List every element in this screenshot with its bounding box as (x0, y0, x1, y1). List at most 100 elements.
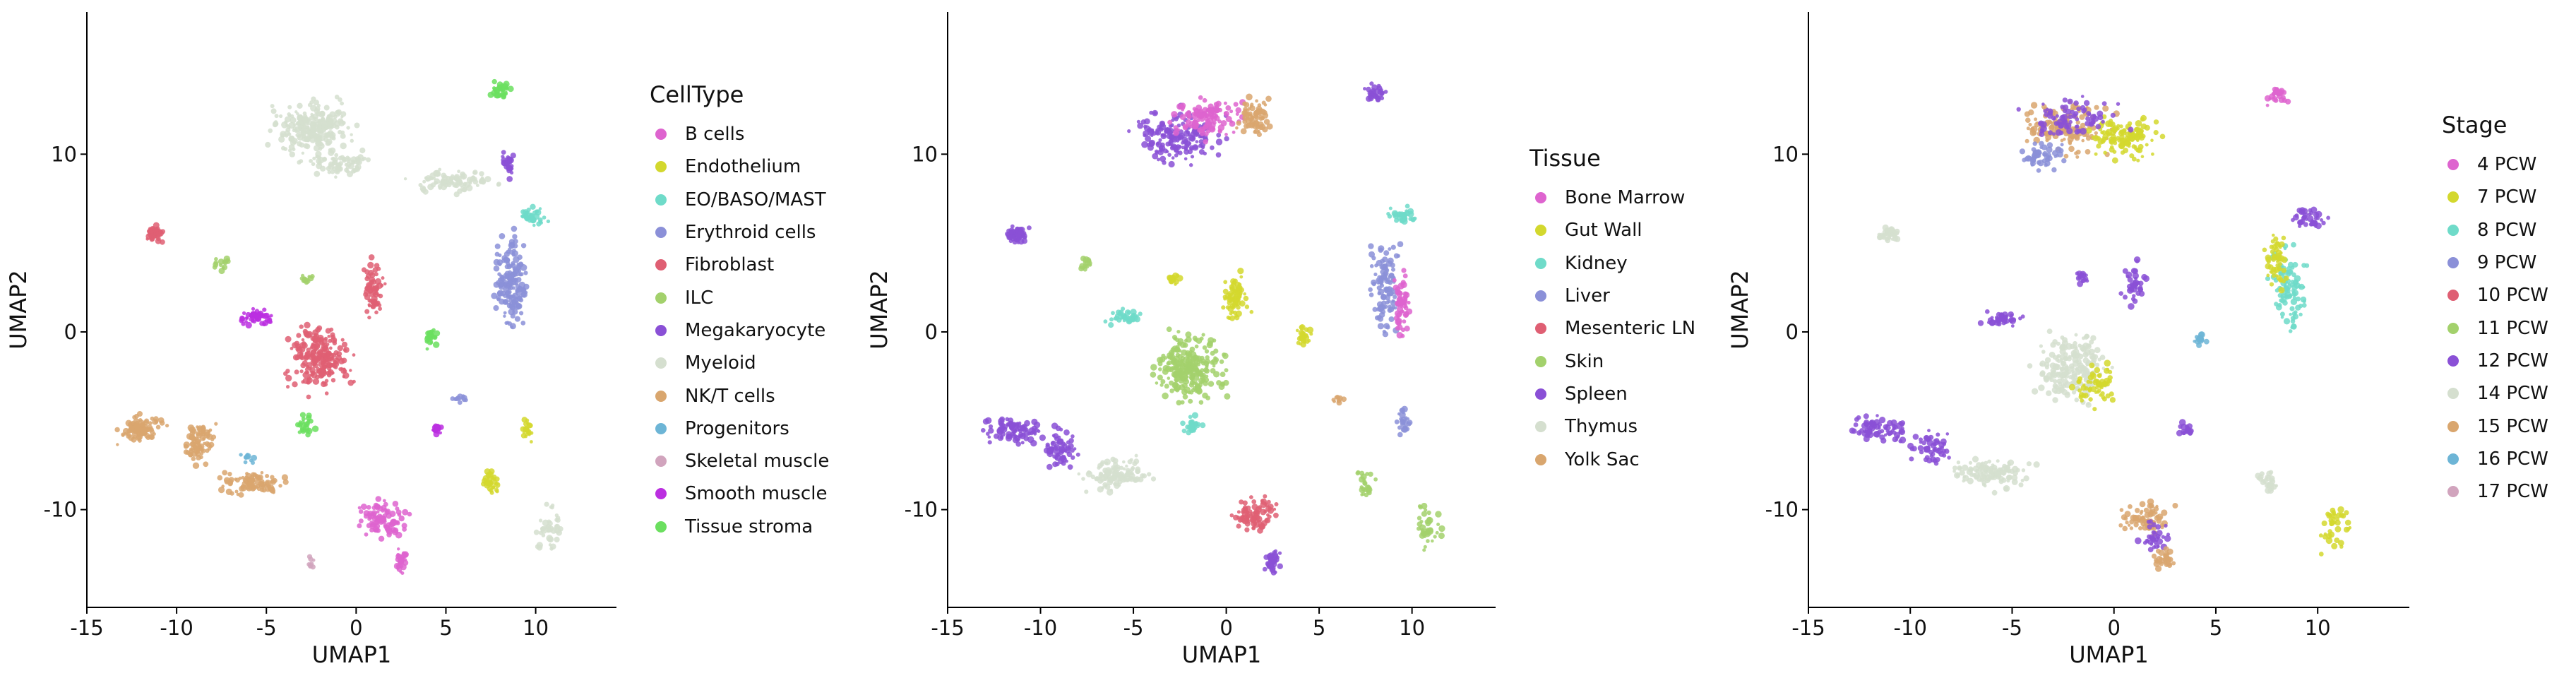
scatter-point (1438, 525, 1445, 533)
scatter-point (2049, 377, 2054, 382)
scatter-point (1942, 453, 1947, 458)
scatter-point (2135, 120, 2142, 127)
scatter-point (2094, 131, 2098, 136)
scatter-point (2011, 479, 2018, 485)
scatter-point (1853, 422, 1859, 427)
scatter-point (1917, 445, 1924, 451)
scatter-point (1232, 130, 1236, 134)
scatter-point (285, 116, 291, 123)
scatter-point (2271, 256, 2277, 262)
scatter-point (2094, 362, 2100, 367)
scatter-point (1985, 309, 1990, 314)
scatter-point (1097, 463, 1103, 469)
scatter-point (214, 422, 218, 426)
scatter-point (1137, 122, 1144, 129)
scatter-point (1071, 434, 1075, 439)
scatter-point (2272, 273, 2276, 278)
scatter-point (513, 239, 518, 244)
legend-key (655, 390, 667, 402)
scatter-point (244, 320, 248, 323)
scatter-point (2290, 266, 2295, 270)
scatter-point (2062, 108, 2067, 114)
scatter-point (503, 299, 508, 304)
scatter-point (1399, 298, 1405, 304)
scatter-point (2294, 275, 2301, 282)
scatter-point (234, 489, 239, 494)
scatter-point (341, 341, 348, 347)
scatter-point (2151, 152, 2154, 156)
scatter-point (1206, 128, 1211, 133)
scatter-point (2039, 360, 2046, 367)
scatter-point (2119, 124, 2123, 129)
scatter-point (1368, 471, 1373, 477)
scatter-point (2030, 126, 2035, 131)
scatter-point (1205, 396, 1210, 400)
scatter-point (425, 331, 430, 336)
scatter-point (550, 505, 554, 510)
scatter-point (554, 524, 559, 528)
scatter-point (240, 484, 247, 492)
scatter-point (367, 261, 374, 269)
scatter-point (1157, 124, 1162, 130)
scatter-point (265, 141, 271, 148)
scatter-point (1115, 476, 1121, 482)
scatter-point (1411, 218, 1415, 222)
scatter-point (371, 505, 376, 511)
scatter-point (1179, 359, 1184, 364)
scatter-point (350, 138, 354, 143)
y-axis-title: UMAP2 (866, 270, 893, 350)
scatter-point (330, 378, 336, 383)
scatter-point (334, 153, 339, 157)
scatter-point (2080, 105, 2086, 111)
scatter-point (2068, 140, 2073, 145)
scatter-point (507, 160, 512, 165)
scatter-point (288, 121, 295, 129)
scatter-point (2067, 98, 2073, 105)
scatter-point (129, 428, 133, 434)
scatter-point (1233, 278, 1238, 284)
scatter-point (312, 329, 319, 336)
scatter-point (1298, 329, 1305, 336)
scatter-point (1167, 376, 1171, 380)
scatter-point (2058, 130, 2064, 136)
legend-label: 14 PCW (2477, 383, 2548, 405)
scatter-point (1144, 118, 1150, 125)
scatter-point (2092, 407, 2097, 412)
scatter-point (504, 321, 508, 325)
scatter-point (354, 156, 361, 162)
scatter-point (251, 460, 255, 465)
scatter-point (2032, 141, 2037, 146)
scatter-point (1085, 470, 1093, 477)
scatter-point (1259, 124, 1266, 131)
scatter-point (1393, 306, 1397, 310)
scatter-point (1405, 209, 1409, 213)
scatter-point (1270, 569, 1277, 576)
scatter-point (2164, 523, 2168, 528)
scatter-point (340, 101, 344, 106)
scatter-point (189, 447, 193, 452)
scatter-point (1304, 327, 1309, 333)
scatter-point (326, 118, 330, 122)
scatter-point (1124, 472, 1131, 478)
scatter-point (1220, 381, 1226, 387)
scatter-point (1172, 381, 1179, 388)
scatter-point (1210, 145, 1215, 150)
scatter-point (322, 156, 328, 162)
scatter-point (265, 481, 270, 486)
scatter-point (524, 434, 527, 439)
scatter-point (1200, 380, 1204, 383)
stage-legend: Stage 4 PCW 7 PCW 8 PCW 9 PCW 10 PCW 11 PCW 12… (2442, 112, 2548, 508)
scatter-point (2069, 133, 2076, 140)
scatter-point (2172, 503, 2178, 509)
scatter-point (321, 381, 326, 385)
scatter-point (2165, 560, 2172, 567)
scatter-point (2065, 391, 2070, 396)
scatter-point (438, 167, 442, 172)
scatter-point (2082, 383, 2086, 387)
scatter-point (309, 159, 313, 163)
scatter-point (1928, 436, 1931, 440)
scatter-point (2003, 484, 2010, 492)
legend-item: 16 PCW (2442, 443, 2548, 475)
scatter-point (1883, 433, 1888, 437)
scatter-point (243, 460, 248, 465)
